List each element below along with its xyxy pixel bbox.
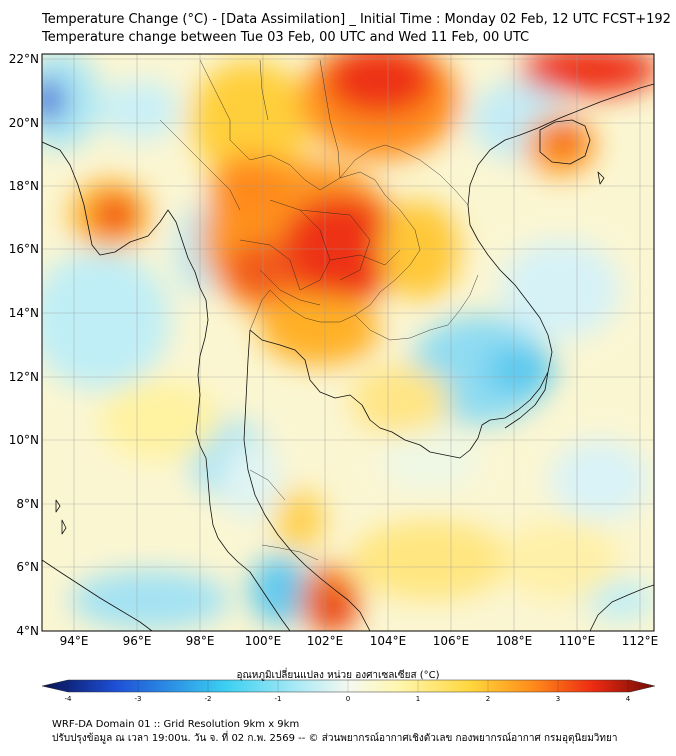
lat-label: 4°N — [16, 624, 39, 638]
lat-label: 22°N — [9, 52, 39, 66]
lat-label: 20°N — [9, 116, 39, 130]
country-borders — [159, 59, 479, 561]
colorbar-tick: -4 — [65, 695, 73, 703]
map-frame — [41, 53, 655, 632]
colorbar-tick: -3 — [135, 695, 142, 703]
colorbar-gradient — [41, 679, 656, 693]
lat-label: 14°N — [9, 306, 39, 320]
map-title: Temperature Change (°C) - [Data Assimila… — [42, 12, 671, 27]
lon-label: 110°E — [559, 634, 596, 648]
lon-label: 98°E — [186, 634, 215, 648]
lon-label: 94°E — [60, 634, 89, 648]
colorbar-tick: 1 — [416, 695, 420, 703]
colorbar-title: อุณหภูมิเปลี่ยนแปลง หน่วย องศาเซลเซียส (… — [236, 670, 440, 681]
footer-credit: ปรับปรุงข้อมูล ณ เวลา 19:00น. วัน จ. ที่… — [52, 733, 618, 744]
colorbar-tick: 2 — [486, 695, 490, 703]
colorbar: -4 -3 -2 -1 0 1 2 3 4 — [41, 679, 656, 703]
lat-label: 18°N — [9, 179, 39, 193]
temperature-field — [42, 54, 654, 631]
lat-label: 12°N — [9, 370, 39, 384]
lat-label: 6°N — [16, 560, 39, 574]
colorbar-tick: -2 — [205, 695, 212, 703]
lat-label: 16°N — [9, 242, 39, 256]
colorbar-tick: 4 — [626, 695, 631, 703]
lon-label: 112°E — [622, 634, 659, 648]
coastlines — [42, 83, 654, 631]
latitude-labels: 22°N 20°N 18°N 16°N 14°N 12°N 10°N 8°N 6… — [9, 52, 39, 638]
graticule — [42, 54, 654, 631]
colorbar-tick: 0 — [346, 695, 350, 703]
colorbar-tick: -1 — [275, 695, 282, 703]
lon-label: 96°E — [123, 634, 152, 648]
longitude-labels: 94°E 96°E 98°E 100°E 102°E 104°E 106°E 1… — [60, 634, 659, 648]
map-subtitle: Temperature change between Tue 03 Feb, 0… — [42, 30, 530, 45]
lat-label: 8°N — [16, 497, 39, 511]
lon-label: 104°E — [370, 634, 407, 648]
lat-label: 10°N — [9, 433, 39, 447]
lon-label: 106°E — [433, 634, 470, 648]
lon-label: 108°E — [496, 634, 533, 648]
lon-label: 102°E — [307, 634, 344, 648]
footer-model-info: WRF-DA Domain 01 :: Grid Resolution 9km … — [52, 719, 300, 730]
colorbar-tick: 3 — [556, 695, 560, 703]
lon-label: 100°E — [245, 634, 282, 648]
